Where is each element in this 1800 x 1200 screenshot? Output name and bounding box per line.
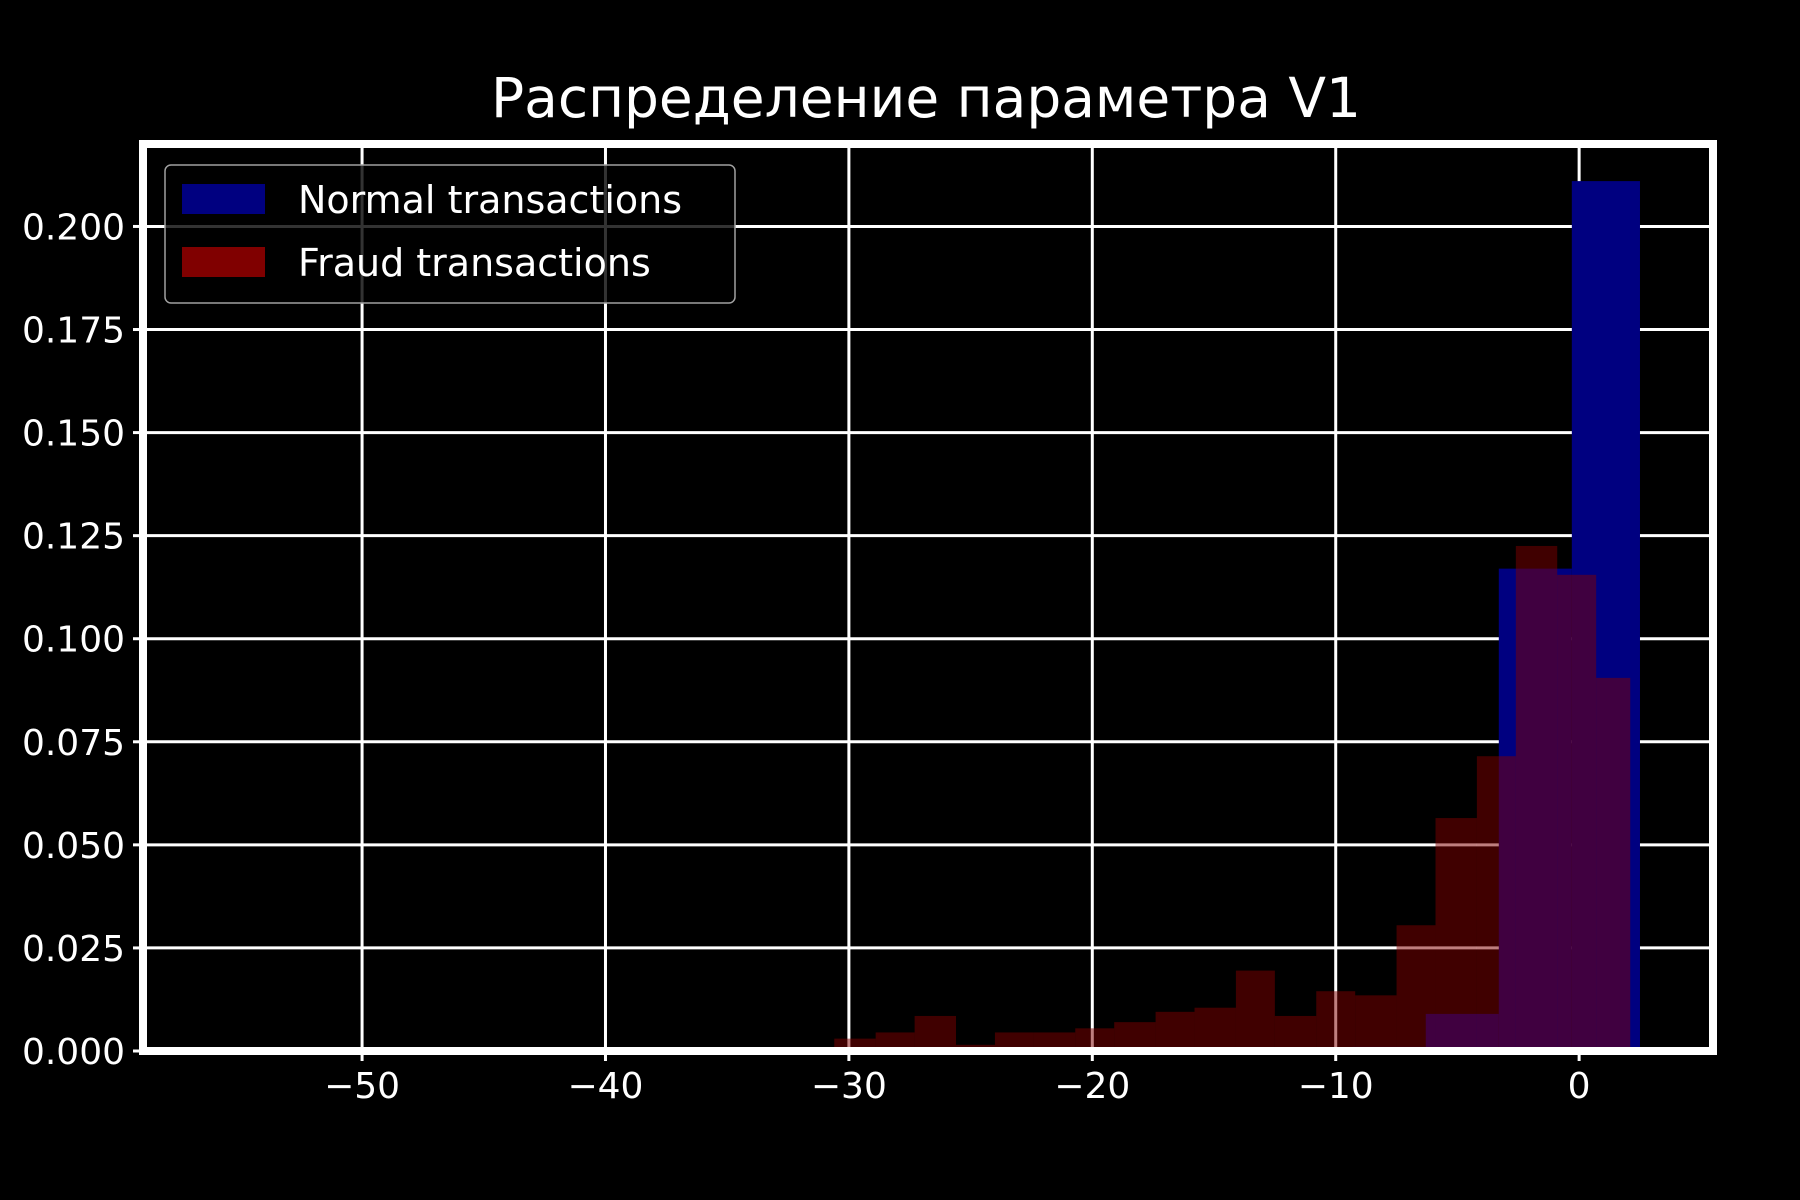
fraud-bar: [1355, 995, 1397, 1051]
y-tick-label: 0.050: [22, 826, 125, 867]
y-tick-label: 0.200: [22, 207, 125, 248]
x-tick-label: −10: [1298, 1066, 1374, 1107]
x-tick-label: 0: [1568, 1066, 1591, 1107]
axes-frame: [139, 140, 1717, 1055]
fraud-bar: [875, 1032, 915, 1051]
bars: [834, 181, 1640, 1051]
ticks: −50 −40 −30 −20 −10 0 0.000 0.025 0.050 0.075 0.10…: [22, 207, 1591, 1107]
fraud-bar: [914, 1015, 956, 1051]
fraud-bar: [1075, 1028, 1115, 1051]
y-tick-label: 0.000: [22, 1032, 125, 1073]
fraud-bar: [994, 1032, 1034, 1051]
fraud-bar: [1557, 574, 1597, 1051]
y-tick-label: 0.150: [22, 414, 125, 455]
fraud-bar: [1274, 1015, 1317, 1051]
x-tick-label: −20: [1054, 1066, 1130, 1107]
fraud-bar: [1235, 970, 1275, 1051]
legend: Normal transactions Fraud transactions: [164, 164, 736, 304]
fraud-bar: [1114, 1022, 1156, 1051]
fraud-bar: [1515, 545, 1558, 1051]
fraud-bar: [1316, 991, 1356, 1051]
legend-swatch-fraud: [182, 247, 265, 277]
fraud-bar: [1596, 677, 1631, 1051]
y-tick-label: 0.125: [22, 517, 125, 558]
fraud-bar: [1435, 818, 1477, 1051]
x-tick-label: −40: [567, 1066, 643, 1107]
legend-swatch-normal: [182, 184, 265, 214]
fraud-bar: [1396, 925, 1436, 1051]
fraud-bar: [1194, 1007, 1236, 1051]
y-tick-label: 0.100: [22, 620, 125, 661]
y-tick-label: 0.025: [22, 929, 125, 970]
fraud-bar: [1033, 1032, 1076, 1051]
fraud-bar: [1476, 756, 1516, 1051]
fraud-bar: [1155, 1011, 1195, 1051]
legend-box: [164, 164, 736, 304]
chart-title: Распределение параметра V1: [491, 66, 1361, 130]
x-tick-label: −50: [324, 1066, 400, 1107]
y-tick-label: 0.075: [22, 723, 125, 764]
y-tick-label: 0.175: [22, 311, 125, 352]
grid: [143, 144, 1713, 1053]
legend-label-fraud: Fraud transactions: [298, 241, 651, 285]
legend-label-normal: Normal transactions: [298, 178, 682, 222]
x-tick-label: −30: [811, 1066, 887, 1107]
